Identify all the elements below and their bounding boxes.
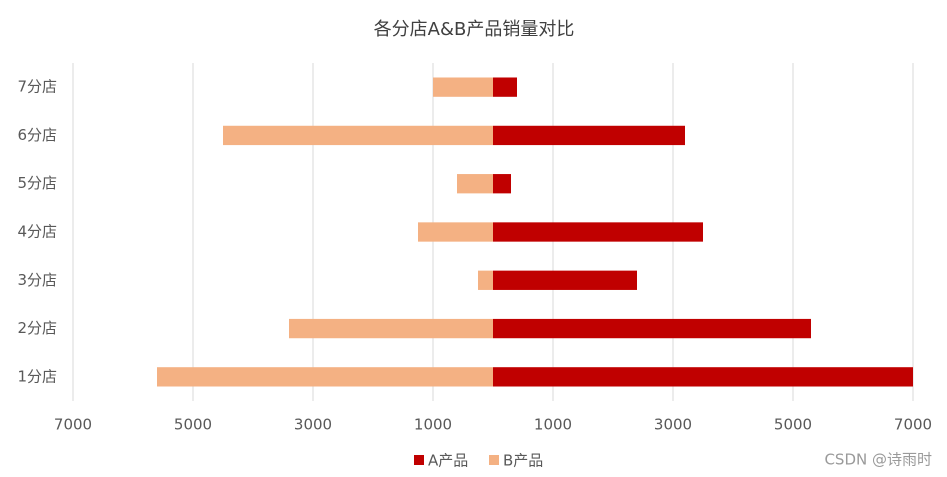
y-tick-label: 6分店 xyxy=(17,126,57,144)
x-tick-label: 5000 xyxy=(174,416,212,434)
x-tick-label: 1000 xyxy=(534,416,572,434)
y-tick-label: 3分店 xyxy=(17,271,57,289)
y-tick-label: 2分店 xyxy=(17,319,57,337)
bar xyxy=(493,125,685,146)
bar xyxy=(493,77,517,97)
chart-title: 各分店A&B产品销量对比 xyxy=(374,19,575,40)
bar xyxy=(418,222,493,242)
y-tick-label: 4分店 xyxy=(17,223,57,241)
bar xyxy=(223,125,493,146)
x-tick-label: 3000 xyxy=(294,416,332,434)
watermark: CSDN @诗雨时 xyxy=(824,451,932,469)
x-tick-label: 7000 xyxy=(54,416,92,434)
x-tick-label: 7000 xyxy=(894,416,932,434)
y-tick-label: 7分店 xyxy=(17,78,57,96)
bar xyxy=(478,270,493,290)
bar xyxy=(157,367,493,387)
bar xyxy=(457,174,493,194)
bar xyxy=(493,367,913,387)
bar xyxy=(493,222,703,242)
legend-swatch xyxy=(489,455,499,465)
bar xyxy=(493,174,511,194)
x-tick-label: 5000 xyxy=(774,416,812,434)
legend-swatch xyxy=(414,455,424,465)
bar xyxy=(289,318,493,339)
y-tick-label: 5分店 xyxy=(17,174,57,192)
x-tick-label: 1000 xyxy=(414,416,452,434)
bar xyxy=(493,318,811,339)
legend-label: A产品 xyxy=(428,452,468,470)
bar xyxy=(433,77,493,97)
legend-label: B产品 xyxy=(503,452,543,470)
y-tick-label: 1分店 xyxy=(17,367,57,385)
bar xyxy=(493,270,637,290)
x-tick-label: 3000 xyxy=(654,416,692,434)
